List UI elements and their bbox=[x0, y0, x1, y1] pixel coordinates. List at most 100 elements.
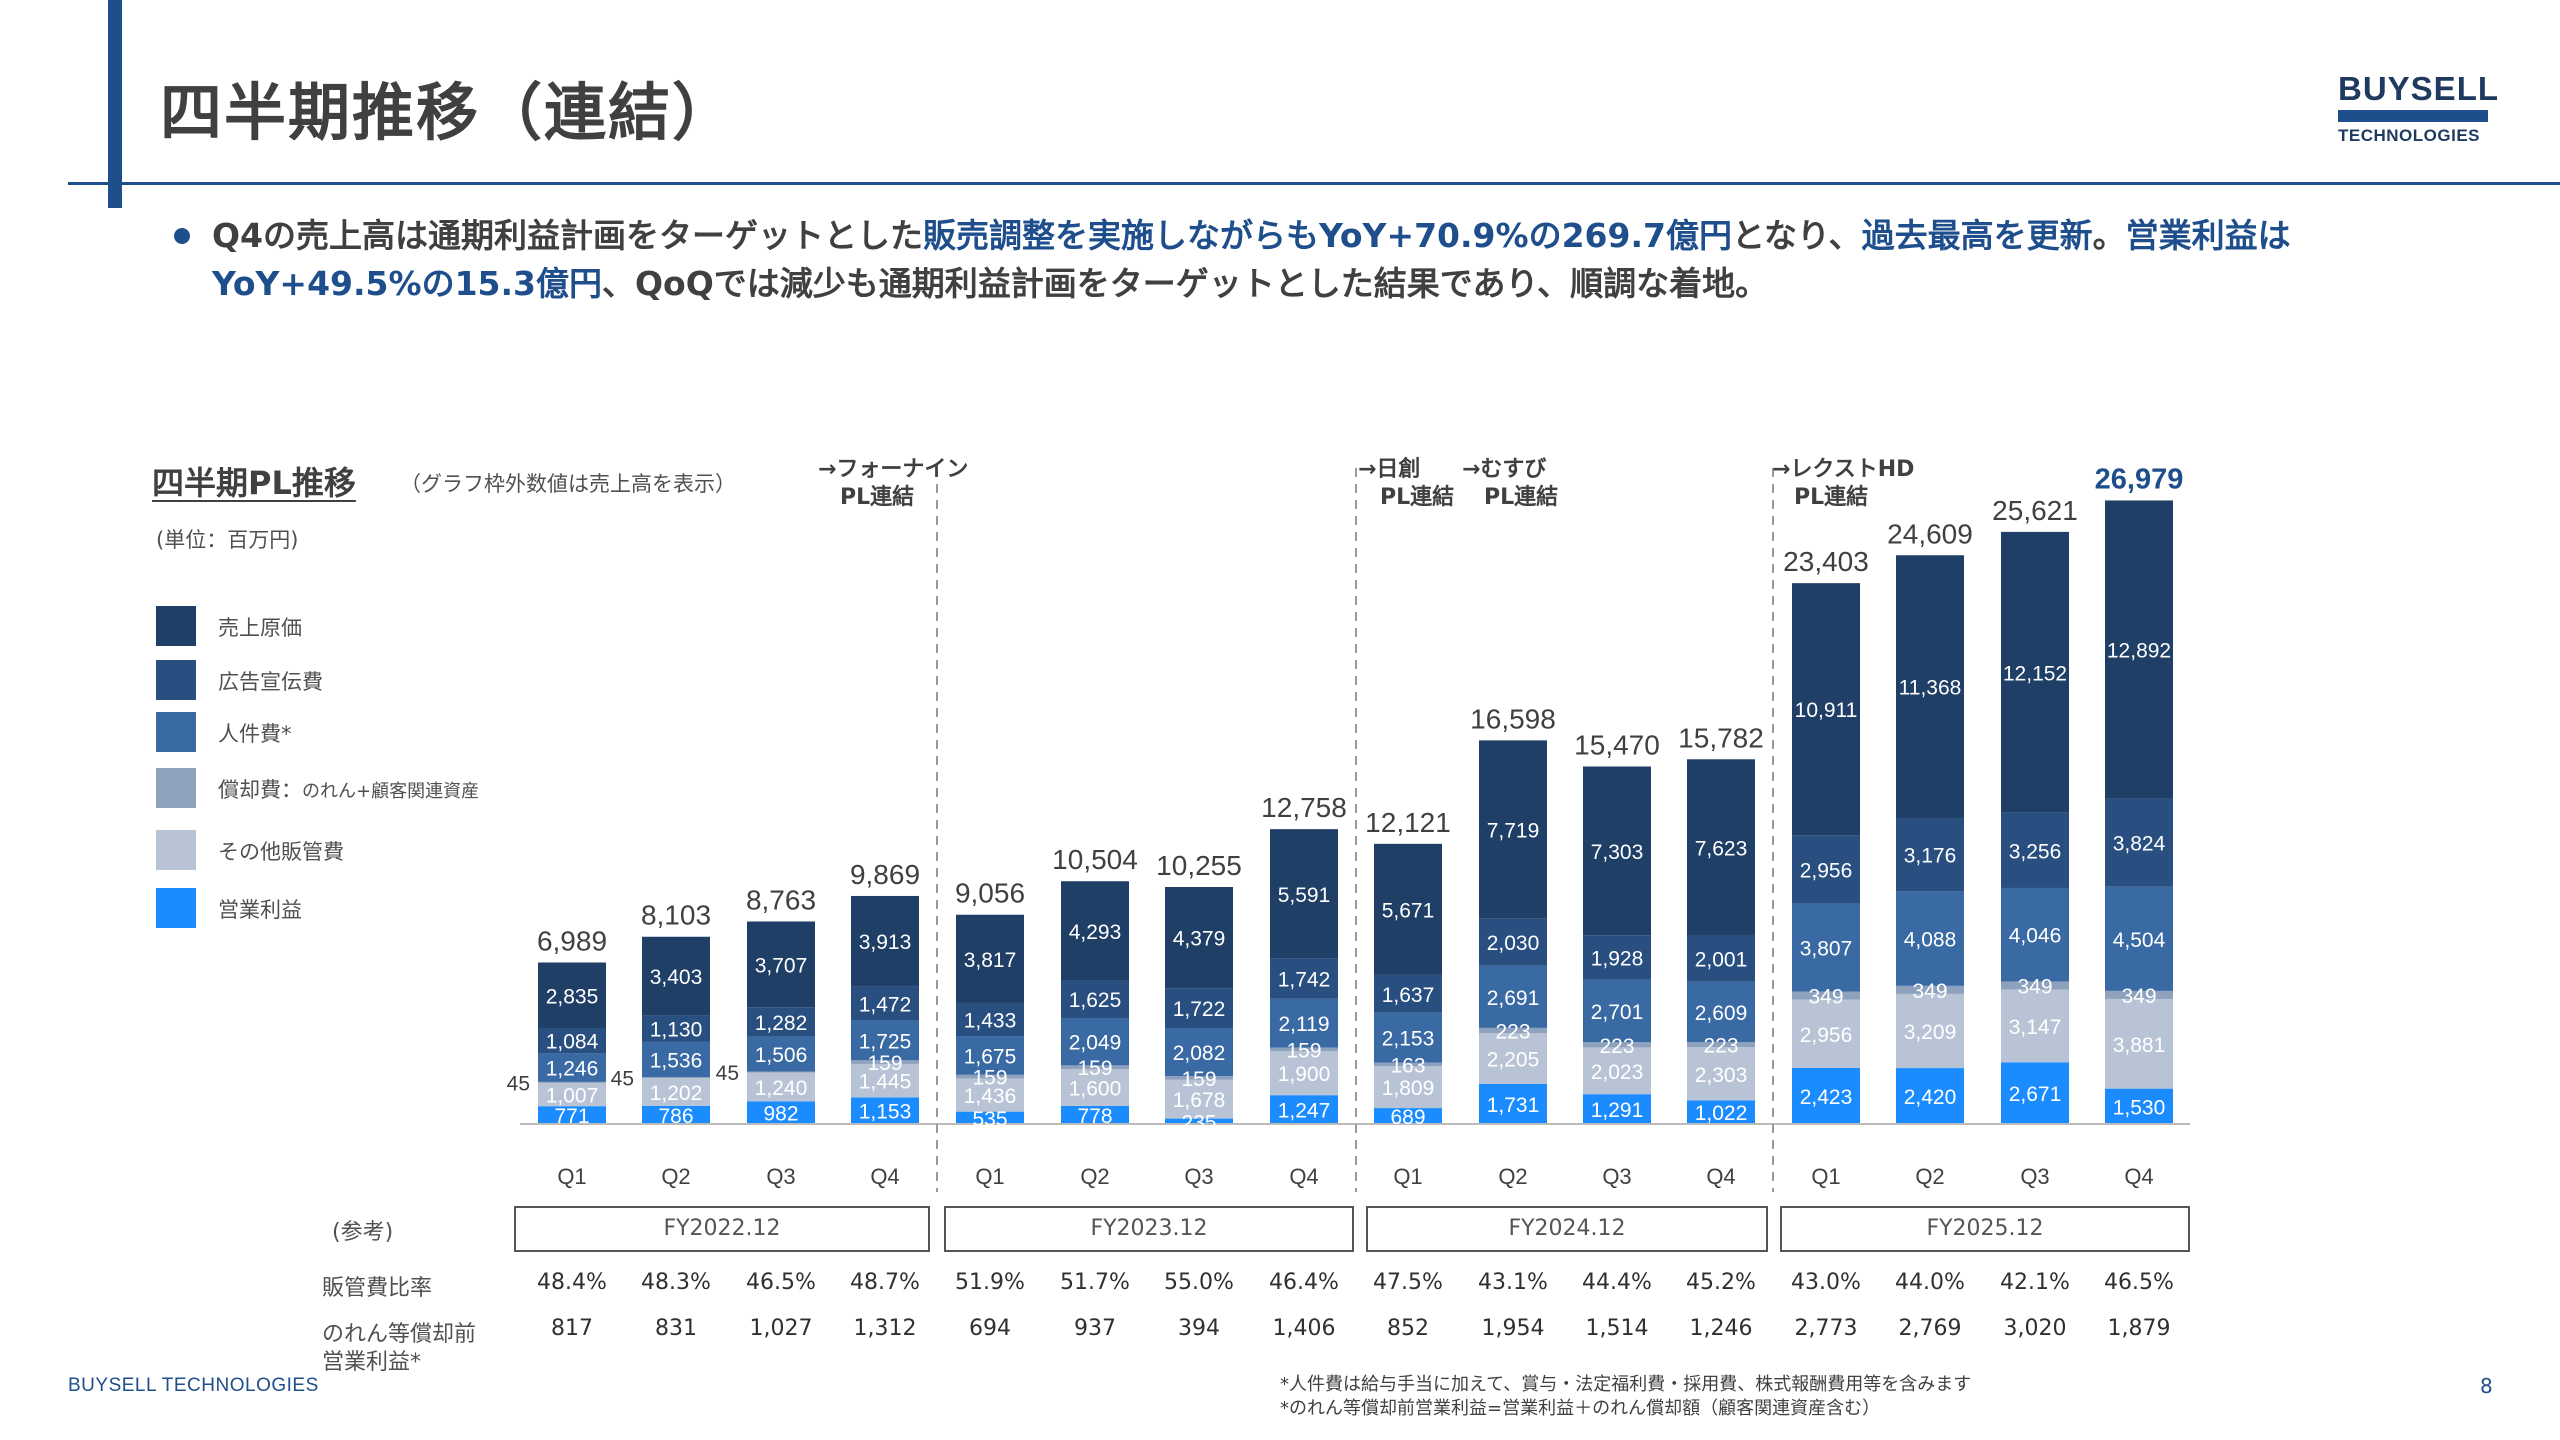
bar-segment bbox=[1896, 817, 1964, 892]
bar-segment bbox=[538, 1081, 606, 1083]
legend-label: 人件費* bbox=[218, 722, 292, 746]
annotation-line: PL連結 bbox=[1794, 485, 1869, 510]
bar-segment bbox=[642, 1041, 710, 1078]
segment-value-label: 4,293 bbox=[1069, 921, 1122, 944]
sga-ratio-value: 44.4% bbox=[1582, 1270, 1652, 1295]
bar-segment bbox=[642, 1015, 710, 1042]
category-tick-label: Q2 bbox=[1498, 1164, 1527, 1189]
segment-value-label: 1,928 bbox=[1591, 948, 1644, 971]
legend-label: 償却費：のれん+顧客関連資産 bbox=[218, 774, 479, 804]
segment-value-label: 1,472 bbox=[859, 993, 912, 1016]
segment-value-label: 1,506 bbox=[755, 1044, 808, 1067]
bar-segment bbox=[2105, 1088, 2173, 1124]
pre-amort-label-2: 営業利益* bbox=[322, 1350, 422, 1375]
bar-segment bbox=[1165, 988, 1233, 1028]
bar-segment bbox=[1270, 998, 1338, 1048]
pre-amort-op-value: 694 bbox=[969, 1316, 1011, 1341]
segment-value-label: 3,256 bbox=[2009, 840, 2062, 863]
segment-value-label: 4,046 bbox=[2009, 925, 2062, 948]
bar-segment bbox=[1896, 1068, 1964, 1124]
segment-value-label: 1,678 bbox=[1173, 1089, 1226, 1112]
bar-segment bbox=[1479, 1083, 1547, 1124]
page-title: 四半期推移（連結） bbox=[160, 76, 737, 149]
segment-value-label: 2,423 bbox=[1800, 1086, 1853, 1109]
bar-segment bbox=[851, 1063, 919, 1098]
segment-value-label: 1,436 bbox=[964, 1085, 1017, 1108]
segment-value-label: 1,742 bbox=[1278, 968, 1331, 991]
segment-value-label: 2,030 bbox=[1487, 932, 1540, 955]
segment-value-label: 778 bbox=[1077, 1105, 1112, 1128]
bar-segment bbox=[1792, 583, 1860, 836]
segment-value-label: 12,152 bbox=[2003, 662, 2067, 685]
legend-label: その他販管費 bbox=[218, 840, 344, 864]
bar-segment bbox=[747, 1071, 815, 1073]
total-value-label: 12,758 bbox=[1261, 792, 1347, 823]
bar-segment bbox=[1583, 935, 1651, 980]
fy-box: FY2022.12 bbox=[514, 1206, 930, 1252]
bar-segment bbox=[1583, 979, 1651, 1043]
bar-segment bbox=[1270, 829, 1338, 959]
segment-value-label: 45 bbox=[611, 1068, 634, 1091]
segment-value-label: 3,807 bbox=[1800, 938, 1853, 961]
bar-segment bbox=[1479, 965, 1547, 1028]
pre-amort-op-value: 817 bbox=[551, 1316, 593, 1341]
segment-value-label: 1,153 bbox=[859, 1101, 912, 1124]
segment-value-label: 2,023 bbox=[1591, 1061, 1644, 1084]
category-tick-label: Q4 bbox=[870, 1164, 899, 1189]
bar-segment bbox=[642, 1078, 710, 1106]
segment-value-label: 3,881 bbox=[2113, 1034, 2166, 1057]
bar-segment bbox=[1896, 891, 1964, 986]
bar-segment bbox=[538, 1028, 606, 1054]
segment-value-label: 1,240 bbox=[755, 1077, 808, 1100]
logo-text-sub: TECHNOLOGIES bbox=[2338, 126, 2481, 145]
segment-value-label: 2,205 bbox=[1487, 1049, 1540, 1072]
segment-value-label: 1,722 bbox=[1173, 998, 1226, 1021]
annotation-line: →フォーナイン bbox=[818, 457, 969, 482]
annotation-lext: →レクストHD PL連結 bbox=[1772, 456, 1914, 512]
category-tick-label: Q2 bbox=[1080, 1164, 1109, 1189]
category-tick-label: Q3 bbox=[2020, 1164, 2049, 1189]
pre-amort-op-value: 1,514 bbox=[1585, 1316, 1649, 1341]
segment-value-label: 2,420 bbox=[1904, 1086, 1957, 1109]
bar-segment bbox=[642, 1105, 710, 1124]
segment-value-label: 159 bbox=[972, 1067, 1007, 1090]
chart-title: 四半期PL推移 bbox=[152, 464, 356, 502]
total-value-label: 12,121 bbox=[1365, 807, 1451, 838]
annotation-nisso: →日創 PL連結 bbox=[1358, 456, 1454, 512]
bar-segment bbox=[1479, 1027, 1547, 1034]
segment-value-label: 1,247 bbox=[1278, 1100, 1331, 1123]
segment-value-label: 349 bbox=[2017, 976, 2052, 999]
segment-value-label: 1,731 bbox=[1487, 1094, 1540, 1117]
bar-segment bbox=[2105, 998, 2173, 1089]
segment-value-label: 1,202 bbox=[650, 1082, 703, 1105]
bar-segment bbox=[1687, 1047, 1755, 1101]
bar-segment bbox=[2001, 887, 2069, 982]
logo-bar bbox=[2338, 110, 2488, 122]
segment-value-label: 2,956 bbox=[1800, 1024, 1853, 1047]
summary-part4: 過去最高を更新 bbox=[1861, 216, 2093, 255]
segment-value-label: 5,671 bbox=[1382, 899, 1435, 922]
bar-segment bbox=[2105, 798, 2173, 887]
bar-segment bbox=[1792, 835, 1860, 904]
total-value-label: 10,255 bbox=[1156, 850, 1242, 881]
bar-segment bbox=[1687, 759, 1755, 936]
segment-value-label: 7,719 bbox=[1487, 820, 1540, 843]
bar-segment bbox=[538, 962, 606, 1029]
summary-part3: となり、 bbox=[1731, 216, 1862, 255]
annotation-line: →レクストHD bbox=[1772, 457, 1915, 482]
segment-value-label: 223 bbox=[1599, 1035, 1634, 1058]
sga-ratio-value: 55.0% bbox=[1164, 1270, 1234, 1295]
segment-value-label: 1,007 bbox=[546, 1085, 599, 1108]
total-value-label: 6,989 bbox=[537, 925, 607, 956]
bar-segment bbox=[1583, 766, 1651, 936]
bar-segment bbox=[747, 921, 815, 1008]
bar-segment bbox=[956, 1002, 1024, 1037]
bar-segment bbox=[1896, 985, 1964, 994]
bar-segment bbox=[1165, 1079, 1233, 1119]
bar-segment bbox=[538, 1053, 606, 1082]
segment-value-label: 771 bbox=[554, 1105, 589, 1128]
legend-label: 広告宣伝費 bbox=[218, 670, 323, 694]
segment-value-label: 1,445 bbox=[859, 1071, 912, 1094]
